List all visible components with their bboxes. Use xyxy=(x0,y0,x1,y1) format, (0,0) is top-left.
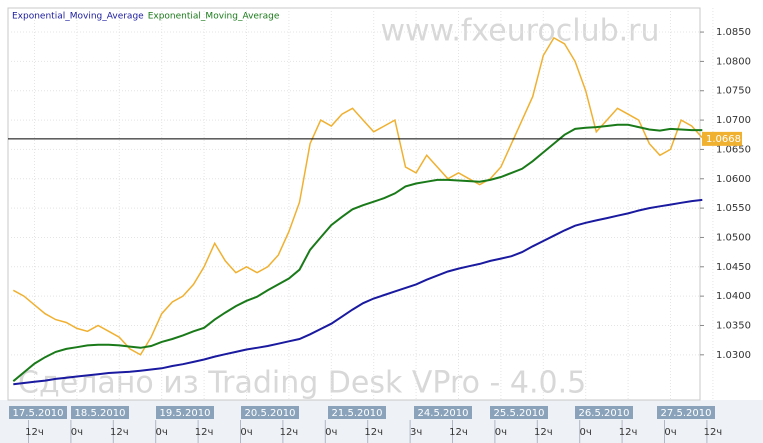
x-tick-label: 12ч xyxy=(364,427,383,438)
x-tick-label: 12ч xyxy=(534,427,553,438)
x-tick-label: 12ч xyxy=(704,427,723,438)
y-tick-label: 1.0650 xyxy=(716,144,751,155)
date-label: 25.5.2010 xyxy=(494,408,545,419)
last-price-box xyxy=(702,131,742,146)
date-box xyxy=(657,406,715,419)
watermark: Сделано из Trading Desk VPro - 4.0.5 xyxy=(18,366,586,401)
series-line xyxy=(13,198,703,386)
x-tick-label: 3ч xyxy=(410,427,422,438)
date-box xyxy=(575,406,633,419)
date-label: 21.5.2010 xyxy=(332,408,383,419)
y-tick-label: 1.0300 xyxy=(716,350,751,361)
x-tick-label: 0ч xyxy=(240,427,252,438)
date-label: 19.5.2010 xyxy=(160,408,211,419)
x-tick-label: 0ч xyxy=(156,427,168,438)
x-tick-label: 12ч xyxy=(110,427,129,438)
date-box xyxy=(9,406,67,419)
date-box xyxy=(490,406,548,419)
x-tick-label: 12ч xyxy=(449,427,468,438)
y-tick-label: 1.0850 xyxy=(716,27,751,38)
y-tick-label: 1.0400 xyxy=(716,291,751,302)
plot-frame xyxy=(7,7,701,401)
x-tick-label: 0ч xyxy=(664,427,676,438)
x-tick-label: 0ч xyxy=(580,427,592,438)
y-tick-label: 1.0600 xyxy=(716,174,751,185)
legend-entry: Exponential_Moving_Average xyxy=(12,12,144,22)
date-box xyxy=(414,406,472,419)
date-box xyxy=(241,406,299,419)
x-tick-label: 12ч xyxy=(195,427,214,438)
date-box xyxy=(328,406,386,419)
y-tick-label: 1.0750 xyxy=(716,86,751,97)
date-label: 18.5.2010 xyxy=(75,408,126,419)
y-tick-label: 1.0450 xyxy=(716,262,751,273)
watermark: www.fxeuroclub.ru xyxy=(380,14,659,49)
series-line xyxy=(12,123,703,382)
date-label: 17.5.2010 xyxy=(13,408,64,419)
x-tick-label: 12ч xyxy=(280,427,299,438)
y-tick-label: 1.0350 xyxy=(716,320,751,331)
x-tick-label: 0ч xyxy=(495,427,507,438)
y-tick-label: 1.0800 xyxy=(716,56,751,67)
x-tick-label: 12ч xyxy=(25,427,44,438)
date-label: 24.5.2010 xyxy=(418,408,469,419)
date-label: 20.5.2010 xyxy=(245,408,296,419)
last-price-label: 1.0668 xyxy=(706,134,741,145)
date-box xyxy=(71,406,129,419)
x-tick-label: 12ч xyxy=(619,427,638,438)
y-tick-label: 1.0500 xyxy=(716,232,751,243)
y-tick-label: 1.0700 xyxy=(716,115,751,126)
legend-entry: Exponential_Moving_Average xyxy=(148,12,280,22)
y-tick-label: 1.0550 xyxy=(716,203,751,214)
date-label: 27.5.2010 xyxy=(661,408,712,419)
x-tick-label: 0ч xyxy=(325,427,337,438)
date-box xyxy=(156,406,214,419)
date-label: 26.5.2010 xyxy=(579,408,630,419)
x-tick-label: 0ч xyxy=(71,427,83,438)
